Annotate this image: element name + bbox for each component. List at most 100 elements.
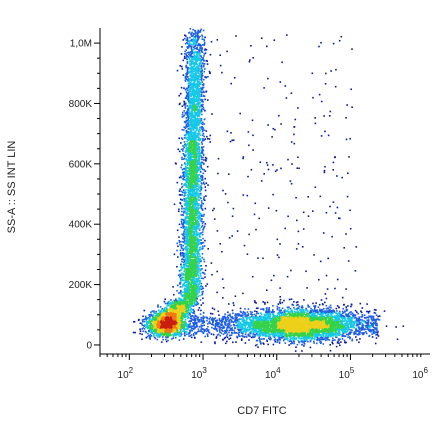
event-dot: [184, 194, 187, 197]
event-dot: [193, 64, 196, 67]
event-dot: [194, 59, 197, 62]
event-dot: [192, 175, 195, 177]
event-dot: [184, 193, 186, 196]
event-dot: [184, 34, 186, 37]
event-dot: [192, 269, 194, 272]
event-dot: [203, 213, 205, 216]
event-dot: [189, 36, 191, 39]
event-dot: [181, 258, 183, 261]
event-dot: [186, 51, 188, 54]
event-dot: [198, 56, 200, 58]
event-dot: [187, 276, 190, 279]
event-dot: [193, 52, 195, 55]
event-dot: [205, 130, 208, 132]
event-dot: [189, 115, 191, 118]
event-dot: [181, 267, 183, 270]
event-dot: [186, 114, 189, 116]
event-dot: [202, 103, 204, 106]
event-dot: [190, 232, 192, 235]
event-dot: [196, 198, 198, 200]
event-dot: [163, 300, 166, 303]
event-dot: [200, 93, 203, 96]
event-dot: [204, 52, 207, 54]
event-dot: [186, 280, 189, 282]
event-dot: [183, 240, 186, 242]
event-dot: [185, 248, 187, 251]
event-dot: [198, 146, 200, 148]
event-dot: [182, 158, 185, 160]
event-dot: [179, 65, 182, 67]
event-dot: [199, 272, 201, 274]
event-dot: [187, 184, 189, 187]
event-dot: [188, 102, 191, 105]
event-dot: [195, 228, 198, 230]
event-dot: [191, 171, 193, 173]
event-dot: [199, 62, 202, 65]
event-dot: [190, 152, 193, 154]
event-dot: [197, 76, 199, 78]
event-dot: [202, 129, 204, 131]
event-dot: [193, 199, 196, 201]
event-dot: [197, 283, 199, 286]
event-dot: [195, 137, 197, 140]
event-dot: [173, 253, 176, 256]
event-dot: [197, 144, 199, 147]
event-dot: [198, 167, 200, 170]
event-dot: [199, 82, 202, 84]
event-dot: [184, 162, 186, 164]
event-dot: [191, 256, 194, 259]
event-dot: [201, 143, 203, 145]
event-dot: [193, 287, 196, 289]
event-dot: [189, 52, 191, 54]
event-dot: [183, 255, 185, 258]
event-dot: [186, 61, 189, 63]
event-dot: [199, 95, 201, 98]
event-dot: [202, 121, 204, 124]
event-dot: [184, 277, 187, 279]
event-dot: [205, 157, 208, 160]
event-dot: [186, 73, 189, 76]
event-dot: [186, 38, 189, 40]
event-dot: [182, 241, 184, 243]
event-dot: [195, 100, 197, 102]
event-dot: [187, 234, 190, 237]
event-dot: [182, 248, 185, 250]
event-dot: [194, 109, 197, 112]
event-dot: [199, 246, 202, 248]
event-dot: [195, 134, 198, 137]
event-dot: [206, 135, 208, 138]
event-dot: [184, 121, 187, 124]
event-dot: [193, 201, 196, 204]
event-dot: [187, 109, 189, 111]
event-dot: [186, 250, 188, 253]
event-dot: [193, 302, 196, 304]
event-dot: [168, 300, 171, 303]
event-dot: [186, 159, 189, 161]
event-dot: [193, 45, 196, 48]
event-dot: [186, 147, 189, 149]
event-dot: [189, 241, 192, 244]
event-dot: [199, 117, 201, 120]
event-dot: [201, 248, 203, 250]
event-dot: [185, 241, 187, 244]
event-dot: [206, 283, 209, 285]
event-dot: [198, 259, 201, 262]
event-dot: [198, 114, 201, 117]
event-dot: [200, 78, 203, 81]
event-dot: [195, 139, 197, 141]
event-dot: [180, 142, 182, 144]
event-dot: [196, 254, 199, 257]
event-dot: [201, 285, 204, 288]
event-dot: [197, 180, 199, 182]
event-dot: [185, 307, 188, 310]
event-dot: [187, 53, 190, 56]
event-dot: [200, 264, 203, 267]
event-dot: [192, 70, 195, 73]
event-dot: [195, 229, 197, 232]
event-dot: [193, 190, 195, 192]
event-dot: [200, 70, 202, 73]
event-dot: [187, 93, 190, 96]
event-dot: [180, 240, 182, 243]
event-dot: [191, 153, 194, 156]
event-dot: [182, 234, 185, 237]
